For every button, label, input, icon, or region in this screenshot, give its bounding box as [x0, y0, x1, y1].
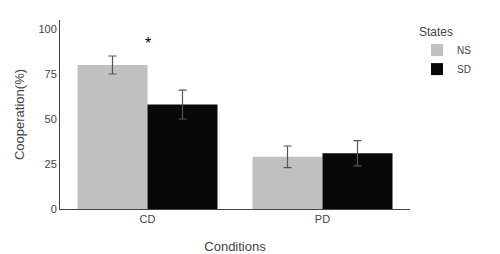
svg-text:25: 25: [45, 158, 57, 170]
svg-text:*: *: [145, 35, 151, 52]
svg-text:PD: PD: [315, 213, 330, 225]
svg-text:Cooperation(%): Cooperation(%): [12, 69, 27, 160]
svg-text:Conditions: Conditions: [204, 239, 266, 254]
svg-text:50: 50: [45, 113, 57, 125]
svg-text:NS: NS: [457, 45, 471, 56]
svg-text:SD: SD: [457, 64, 471, 75]
svg-text:CD: CD: [140, 213, 156, 225]
svg-text:States: States: [419, 25, 453, 39]
svg-text:75: 75: [45, 68, 57, 80]
svg-text:100: 100: [38, 23, 56, 35]
svg-text:0: 0: [51, 203, 57, 215]
